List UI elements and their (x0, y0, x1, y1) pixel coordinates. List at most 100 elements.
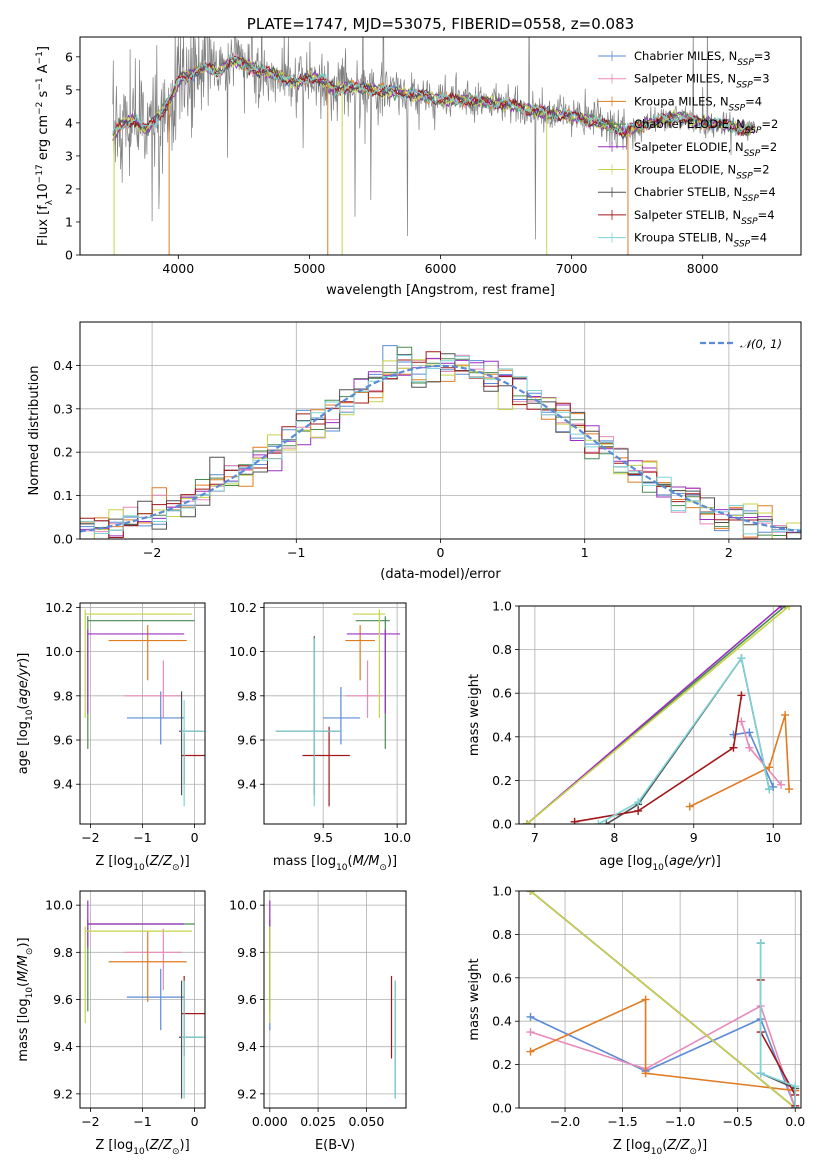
x-tick-label: 9.5 (313, 830, 333, 845)
x-tick-label: 0.050 (348, 1114, 384, 1129)
label-part: ( (664, 854, 669, 869)
residuals-ylabel: Normed distribution (27, 366, 42, 496)
label-part: )] (387, 854, 397, 869)
label-part: SSP (736, 81, 753, 91)
label-part: 10 (651, 1147, 663, 1157)
label-part: 10 (36, 183, 51, 200)
label-part: age [log (599, 854, 652, 869)
y-tick-label: 9.6 (53, 733, 73, 748)
y-tick-label: 0.1 (53, 488, 73, 503)
label-part: Kroupa MILES, N (634, 94, 729, 108)
legend-entry: Kroupa STELIB, NSSP=4 (634, 231, 767, 250)
label-part: =2 (760, 140, 777, 154)
weight-Z-xlabel: Z [log10(Z/Z⊙)] (613, 1138, 707, 1157)
x-tick-label: 7000 (556, 261, 588, 276)
x-tick-label: −0.5 (723, 1114, 753, 1129)
residuals-panel: −2 −1 0 1 2 0.0 0.1 0.2 0.3 0.4 𝒩(0, 1) (data-model… (27, 321, 802, 582)
legend-entry: Chabrier STELIB, NSSP=4 (634, 185, 776, 204)
mass-Z-ylabel: mass [log10(M/M⊙)] (16, 937, 35, 1061)
mass-EBV-xlabel: E(B-V) (315, 1138, 355, 1153)
y-tick-label: 3 (65, 148, 73, 163)
label-part: ( (145, 854, 150, 869)
x-tick-label: 7 (531, 830, 539, 845)
label-part: s (36, 90, 51, 101)
label-part: ( (16, 705, 31, 710)
label-part: )] (16, 937, 31, 947)
axes-frame (79, 36, 802, 256)
y-tick-label: 0.2 (492, 1057, 512, 1072)
x-tick-label: 1 (581, 545, 589, 560)
label-part: )] (180, 854, 190, 869)
x-tick-label: 9 (690, 830, 698, 845)
label-part: E(B-V) (315, 1138, 355, 1153)
label-part: =4 (750, 231, 767, 245)
x-tick-label: 2 (725, 545, 733, 560)
y-tick-label: 10.0 (45, 898, 73, 913)
y-tick-label: 1 (65, 214, 73, 229)
label-part: −2 (35, 102, 45, 115)
label-part: Flux [f (36, 205, 51, 246)
x-tick-label: 0 (191, 830, 199, 845)
legend-entry: Chabrier ELODIE, NSSP=2 (634, 117, 778, 136)
y-tick-label: 1.0 (492, 599, 512, 614)
x-tick-label: −1 (133, 830, 151, 845)
y-tick-label: 0.6 (492, 686, 512, 701)
legend-normal: 𝒩(0, 1) (740, 337, 782, 351)
label-part: 10 (133, 1147, 145, 1157)
label-part: ( (662, 1138, 667, 1153)
label-part: Chabrier STELIB, N (634, 185, 742, 199)
weight-line (759, 943, 796, 1108)
y-tick-label: 10.2 (45, 600, 73, 615)
y-tick-label: 9.8 (237, 945, 257, 960)
y-tick-label: 0 (65, 248, 73, 263)
x-tick-label: 4000 (162, 261, 194, 276)
label-part: −1 (35, 77, 45, 90)
label-part: SSP (745, 126, 762, 136)
label-part: =4 (759, 185, 776, 199)
label-part: ( (145, 1138, 150, 1153)
label-part: ⊙ (379, 863, 387, 873)
y-tick-label: 0.0 (53, 532, 73, 547)
label-part: Salpeter ELODIE, N (634, 140, 744, 154)
label-part: ( (348, 854, 353, 869)
label-part: SSP (734, 240, 751, 250)
weight-line (530, 1016, 796, 1108)
label-part: M/M (353, 854, 380, 869)
label-part: Chabrier MILES, N (634, 49, 737, 63)
label-part: Kroupa STELIB, N (634, 231, 734, 245)
age-Z-ylabel: age [log10(age/yr)] (16, 653, 35, 775)
y-tick-label: 0.8 (492, 927, 512, 942)
age-mass-xlabel: mass [log10(M/M⊙)] (273, 854, 397, 873)
label-part: SSP (744, 149, 761, 159)
spectrum-panel: 4000 5000 6000 7000 8000 0 1 2 3 4 5 6 PLATE=1747, M… (35, 15, 802, 298)
legend-entry: Salpeter MILES, NSSP=3 (634, 72, 770, 91)
label-part: 10 (25, 987, 35, 999)
y-tick-label: 9.6 (237, 992, 257, 1007)
y-tick-label: 0.0 (492, 817, 512, 832)
y-tick-label: 0.2 (53, 445, 73, 460)
weight-line (529, 891, 796, 1108)
age-mass-panel: 9.5 10.0 9.4 9.6 9.8 10.0 10.2 mass [log10(M/M⊙… (229, 600, 411, 873)
y-tick-label: 10.0 (229, 644, 257, 659)
y-tick-label: 9.8 (53, 945, 73, 960)
weight-age-ylabel: mass weight (467, 674, 482, 756)
x-tick-label: −1.5 (607, 1114, 637, 1129)
y-tick-label: 0.0 (492, 1101, 512, 1116)
label-part: Z [log (95, 854, 133, 869)
y-tick-label: 9.8 (237, 688, 257, 703)
label-part: Z [log (95, 1138, 133, 1153)
x-tick-label: 5000 (294, 261, 326, 276)
weight-line (605, 656, 770, 824)
x-tick-label: 6000 (425, 261, 457, 276)
x-tick-label: 10.0 (383, 830, 411, 845)
x-tick-label: 8000 (687, 261, 719, 276)
label-part: −17 (35, 164, 45, 183)
label-part: ⊙ (172, 1147, 180, 1157)
weight-line (689, 714, 790, 808)
label-part: SSP (736, 172, 753, 182)
residuals-xlabel: (data-model)/error (380, 567, 501, 582)
label-part: M/M (16, 955, 31, 982)
label-part: Salpeter MILES, N (634, 72, 736, 86)
x-tick-label: 10 (765, 830, 781, 845)
y-tick-label: 10.0 (229, 898, 257, 913)
